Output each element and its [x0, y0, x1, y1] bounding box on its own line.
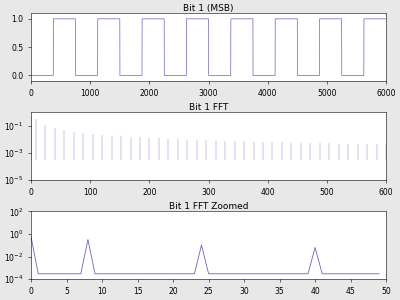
Title: Bit 1 (MSB): Bit 1 (MSB) — [183, 4, 234, 13]
Title: Bit 1 FFT: Bit 1 FFT — [189, 103, 228, 112]
Title: Bit 1 FFT Zoomed: Bit 1 FFT Zoomed — [169, 202, 248, 211]
